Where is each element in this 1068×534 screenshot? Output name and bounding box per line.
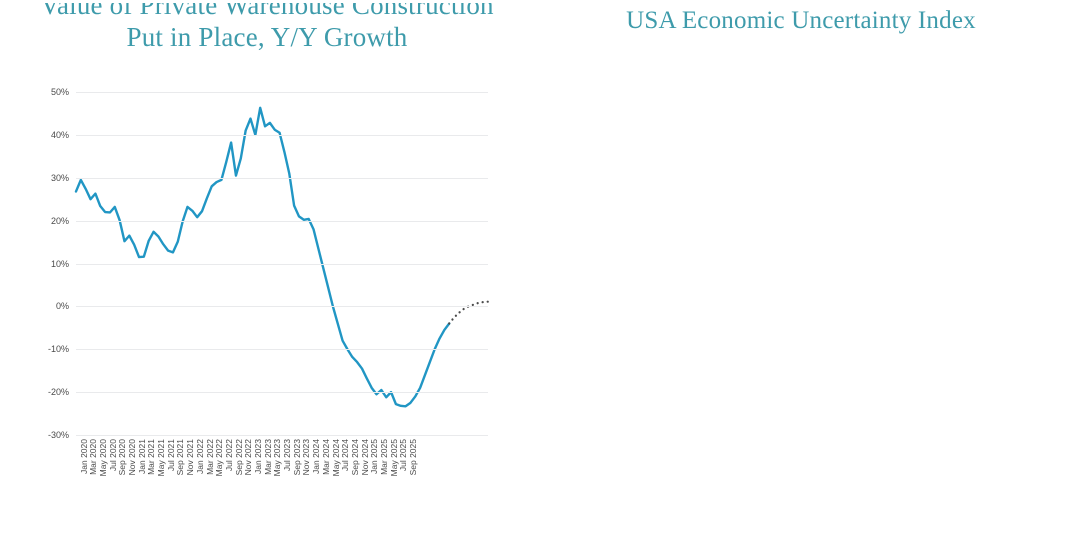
x-axis-tick-label: Sep 2023 — [291, 439, 302, 476]
x-axis-tick-label: Mar 2025 — [379, 439, 390, 475]
grid-line: 0% — [56, 301, 488, 311]
x-axis-tick-label: Jul 2025 — [398, 439, 409, 472]
y-axis-tick-label: 40% — [50, 129, 69, 140]
x-axis-tick-label: Jan 2025 — [369, 439, 380, 474]
forecast-series-line — [448, 300, 490, 325]
x-axis-tick-label: Nov 2024 — [359, 439, 370, 476]
x-axis-tick-label: May 2021 — [156, 439, 167, 477]
x-axis-tick-label: May 2020 — [97, 439, 108, 477]
grid-line: 10% — [51, 259, 488, 269]
data-series-line — [74, 106, 451, 408]
x-axis-tick-label: Jul 2023 — [282, 439, 293, 472]
x-axis-tick-label: Mar 2023 — [262, 439, 273, 475]
x-axis-tick-label: Sep 2021 — [175, 439, 186, 476]
warehouse-construction-panel: Value of Private Warehouse Construction … — [0, 0, 534, 476]
x-axis-tick-label: Jan 2022 — [194, 439, 205, 474]
y-axis-tick-label: -30% — [47, 430, 69, 440]
x-axis-tick-label: Jan 2020 — [78, 439, 89, 474]
x-axis-tick-label: Mar 2021 — [146, 439, 157, 475]
left-plot-area: Jan 2020 Mar 2020 May 2020 Jul 2020 Sep 2020… — [48, 87, 490, 476]
right-chart-title: USA Economic Uncertainty Index — [534, 6, 1068, 36]
y-axis-tick-label: -10% — [47, 344, 69, 355]
x-axis-tick-label: Sep 2022 — [233, 439, 244, 476]
y-axis-tick-label: -20% — [47, 387, 69, 398]
x-axis-tick-label: May 2023 — [272, 439, 283, 477]
x-axis-tick-label: Jul 2021 — [165, 439, 176, 472]
y-axis-tick-label: 50% — [50, 87, 69, 97]
x-axis-tick-label: Jan 2023 — [252, 439, 263, 474]
grid-line: 40% — [51, 130, 488, 140]
grid-line: 30% — [51, 173, 488, 183]
y-axis-tick-label: 30% — [50, 172, 69, 183]
x-axis-tick-label: Sep 2024 — [349, 439, 360, 476]
grid-line: -30% — [48, 430, 488, 440]
x-axis-tick-label: Nov 2023 — [301, 439, 312, 476]
x-axis-tick-label: Jan 2021 — [136, 439, 147, 474]
right-chart-title-line1: USA Economic Uncertainty Index — [626, 7, 976, 34]
x-axis-tick-label: Sep 2025 — [408, 439, 419, 476]
top-edge-mask — [0, 0, 1068, 3]
x-axis-tick-label: May 2022 — [214, 439, 225, 477]
x-axis-tick-label: Mar 2022 — [204, 439, 215, 475]
x-axis-tick-label: May 2024 — [330, 439, 341, 477]
left-chart-title-line1: Value of Private Warehouse Construction — [40, 0, 494, 20]
y-axis-tick-label: 20% — [50, 215, 69, 226]
y-axis-tick-label: 10% — [50, 258, 69, 269]
x-axis-tick-label: May 2025 — [388, 439, 399, 477]
economic-uncertainty-panel: USA Economic Uncertainty Index 2006 Janu… — [534, 0, 1068, 534]
x-axis-tick-label: Sep 2020 — [117, 439, 128, 476]
left-chart-title-line2: Put in Place, Y/Y Growth — [126, 21, 408, 52]
x-axis-tick-label: Nov 2021 — [185, 439, 196, 476]
grid-line: 20% — [51, 216, 488, 226]
x-axis-tick-label: Mar 2024 — [320, 439, 331, 475]
x-axis-tick-label: Mar 2020 — [88, 439, 99, 475]
x-axis-tick-label: Nov 2022 — [243, 439, 254, 476]
grid-line: -20% — [48, 387, 488, 397]
x-axis-tick-label: Nov 2020 — [126, 439, 137, 476]
x-axis-tick-label: Jul 2020 — [107, 439, 118, 472]
x-axis-tick-label: Jul 2024 — [340, 439, 351, 472]
y-axis-tick-label: 0% — [55, 301, 69, 312]
grid-line: 50% — [51, 87, 488, 97]
left-chart-title: Value of Private Warehouse Construction … — [0, 0, 534, 54]
grid-line: -10% — [48, 344, 488, 354]
x-axis-tick-label: Jan 2024 — [311, 439, 322, 474]
x-axis-tick-label: Jul 2022 — [223, 439, 234, 472]
